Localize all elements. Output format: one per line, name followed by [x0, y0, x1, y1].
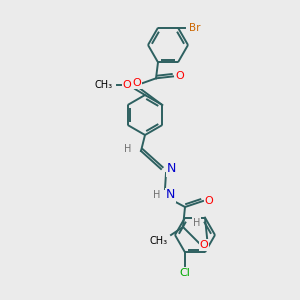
Text: CH₃: CH₃: [95, 80, 113, 90]
Text: O: O: [176, 71, 184, 81]
Text: H: H: [124, 144, 131, 154]
Text: CH₃: CH₃: [150, 236, 168, 246]
Text: O: O: [133, 78, 141, 88]
Text: Cl: Cl: [180, 268, 190, 278]
Text: O: O: [123, 80, 131, 90]
Text: H: H: [153, 190, 161, 200]
Text: N: N: [167, 163, 176, 176]
Text: O: O: [200, 240, 208, 250]
Text: N: N: [166, 188, 175, 202]
Text: Br: Br: [189, 23, 200, 33]
Text: H: H: [193, 218, 200, 228]
Text: O: O: [205, 196, 213, 206]
